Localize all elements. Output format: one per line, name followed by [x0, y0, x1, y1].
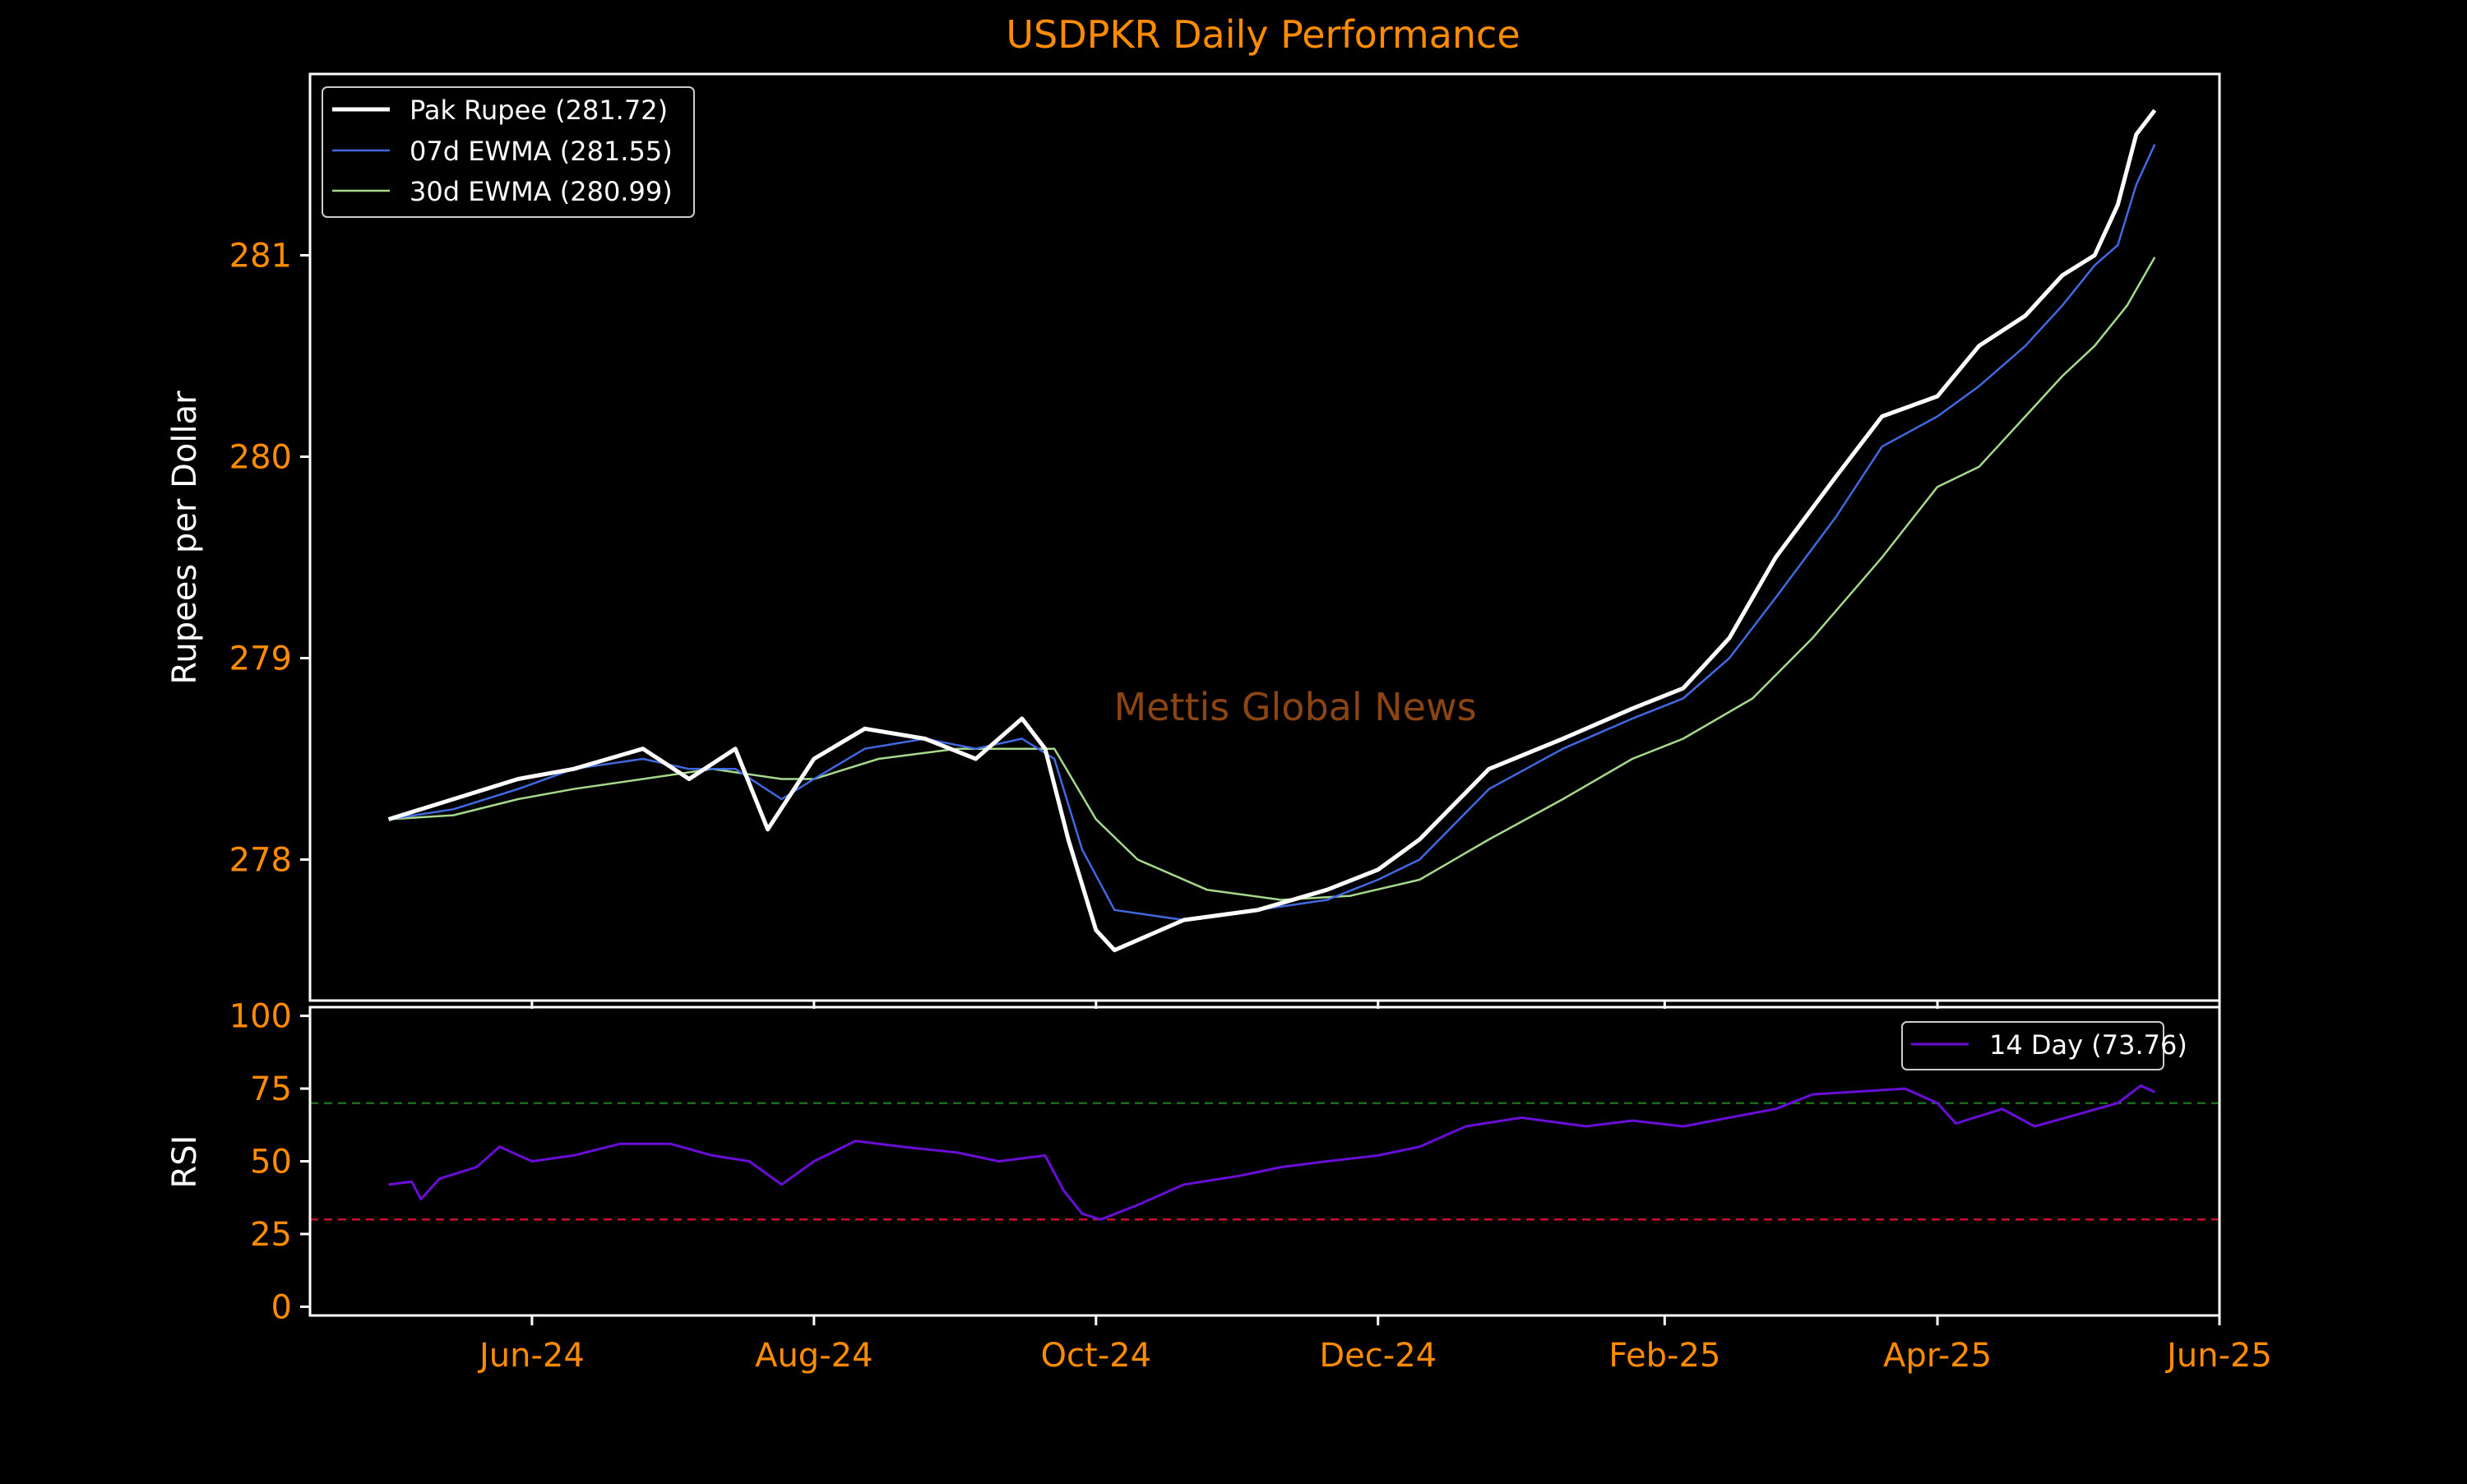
rsi-y-tick-label: 100 [229, 998, 292, 1036]
price-legend-box [322, 86, 695, 218]
x-tick-label: Oct-24 [1041, 1337, 1152, 1375]
rsi-y-ticks: 0 25 50 75 100 [229, 998, 310, 1326]
rsi-x-ticks: Jun-24 Aug-24 Oct-24 Dec-24 Feb-25 Apr-25 Jun-… [477, 1315, 2272, 1375]
price-y-tick-label: 279 [229, 640, 292, 678]
price-y-ticks: 278 279 280 281 [229, 238, 310, 880]
price-panel-frame [308, 72, 2221, 1002]
x-tick-label: Jun-25 [2164, 1337, 2272, 1375]
price-y-tick-label: 281 [229, 238, 292, 275]
price-y-tick-label: 278 [229, 842, 292, 880]
series-line-pak-rupee [387, 109, 2157, 953]
x-tick-label: Apr-25 [1883, 1337, 1992, 1375]
price-y-tick-label: 280 [229, 439, 292, 477]
rsi-y-tick-label: 50 [250, 1144, 292, 1181]
x-tick-label: Aug-24 [755, 1337, 872, 1375]
series-line-rsi-14-day [388, 1084, 2155, 1221]
rsi-legend: 14 Day (73.76) [1901, 1021, 2187, 1070]
x-tick-label: Dec-24 [1319, 1337, 1437, 1375]
legend-label-price: Pak Rupee (281.72) [410, 95, 668, 126]
price-lines [387, 109, 2157, 953]
price-panel: 278 279 280 281 Rupees per Dollar Pak Rupee… [166, 72, 2221, 1009]
rsi-panel: 0 25 50 75 100 Jun-24 Aug-24 Oct-24 Dec-24 Feb-2… [166, 998, 2272, 1375]
x-tick-label: Jun-24 [477, 1337, 585, 1375]
legend-label-ewma30: 30d EWMA (280.99) [410, 176, 673, 207]
rsi-y-tick-label: 0 [271, 1288, 292, 1326]
series-line-30d-ewma [388, 257, 2156, 901]
rsi-reference-lines [310, 1102, 2219, 1221]
rsi-y-axis-label: RSI [166, 1135, 204, 1189]
rsi-legend-box [1901, 1021, 2164, 1070]
legend-label-rsi: 14 Day (73.76) [1989, 1029, 2187, 1061]
chart-title: USDPKR Daily Performance [1006, 12, 1520, 57]
legend-label-ewma7: 07d EWMA (281.55) [410, 136, 673, 167]
rsi-y-tick-label: 75 [250, 1070, 292, 1108]
rsi-lines [388, 1084, 2155, 1221]
rsi-y-tick-label: 25 [250, 1216, 292, 1254]
x-tick-label: Feb-25 [1608, 1337, 1720, 1375]
series-line-07d-ewma [388, 144, 2156, 922]
price-y-axis-label: Rupees per Dollar [166, 391, 204, 685]
watermark: Mettis Global News [1113, 685, 1476, 729]
price-legend: Pak Rupee (281.72) 07d EWMA (281.55) 30d… [322, 86, 695, 218]
